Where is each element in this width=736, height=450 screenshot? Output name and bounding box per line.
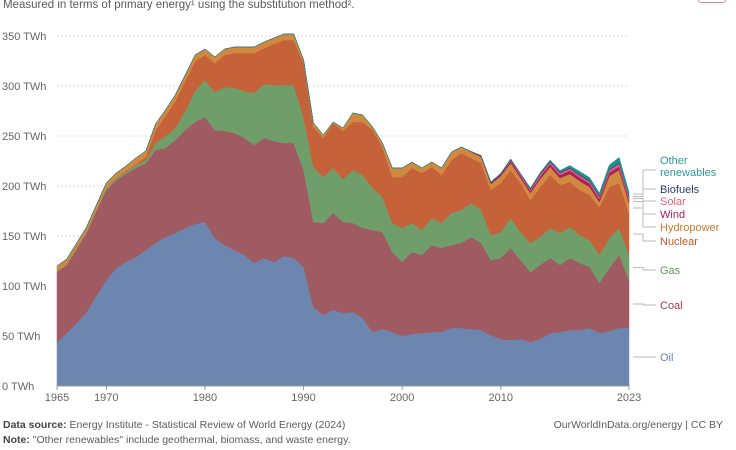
legend-connector — [633, 233, 656, 242]
legend-connector — [633, 198, 656, 202]
legend-label-gas: Gas — [660, 265, 681, 277]
data-source-label: Data source: — [3, 419, 67, 431]
y-tick-label: 250 TWh — [2, 131, 46, 143]
x-tick-label: 1965 — [45, 392, 69, 404]
x-tick-label: 2000 — [390, 392, 414, 404]
y-tick-label: 350 TWh — [2, 31, 46, 43]
legend-label-wind: Wind — [660, 209, 685, 221]
x-tick-label: 1990 — [291, 392, 315, 404]
data-source-text: Energy Institute - Statistical Review of… — [69, 419, 346, 431]
legend-connector — [633, 303, 656, 306]
x-tick-label: 1980 — [193, 392, 217, 404]
y-tick-label: 150 TWh — [2, 231, 46, 243]
credit-link[interactable]: OurWorldInData.org/energy | CC BY — [553, 419, 723, 431]
legend-label-nuclear: Nuclear — [660, 236, 698, 248]
data-source: Data source: Energy Institute - Statisti… — [3, 419, 345, 431]
legend-label-biofuels: Biofuels — [660, 184, 700, 196]
chart-subtitle: Measured in terms of primary energy¹ usi… — [3, 0, 355, 11]
note-text: "Other renewables" include geothermal, b… — [32, 434, 351, 446]
note-label: Note: — [3, 434, 30, 446]
legend-connector — [633, 207, 656, 228]
note: Note: "Other renewables" include geother… — [3, 434, 351, 446]
y-tick-label: 50 TWh — [2, 331, 40, 343]
legend-label-coal: Coal — [660, 300, 683, 312]
legend-connector — [633, 201, 656, 215]
x-tick-label: 2010 — [489, 392, 513, 404]
legend-connector — [633, 169, 656, 195]
legend-connector — [633, 188, 656, 197]
y-tick-label: 0 TWh — [2, 381, 34, 393]
y-tick-label: 100 TWh — [2, 281, 46, 293]
y-tick-label: 200 TWh — [2, 181, 46, 193]
legend-connector — [633, 267, 656, 271]
x-tick-label: 2023 — [617, 392, 641, 404]
legend-label-oil: Oil — [660, 352, 673, 364]
legend-label-solar: Solar — [660, 196, 686, 208]
legend-label-hydropower: Hydropower — [660, 222, 720, 234]
y-tick-label: 300 TWh — [2, 81, 46, 93]
corner-button[interactable] — [698, 0, 726, 3]
area-other-renewables — [56, 33, 630, 267]
legend-label-other-renewables: Other renewables — [660, 155, 717, 179]
x-tick-label: 1970 — [94, 392, 118, 404]
